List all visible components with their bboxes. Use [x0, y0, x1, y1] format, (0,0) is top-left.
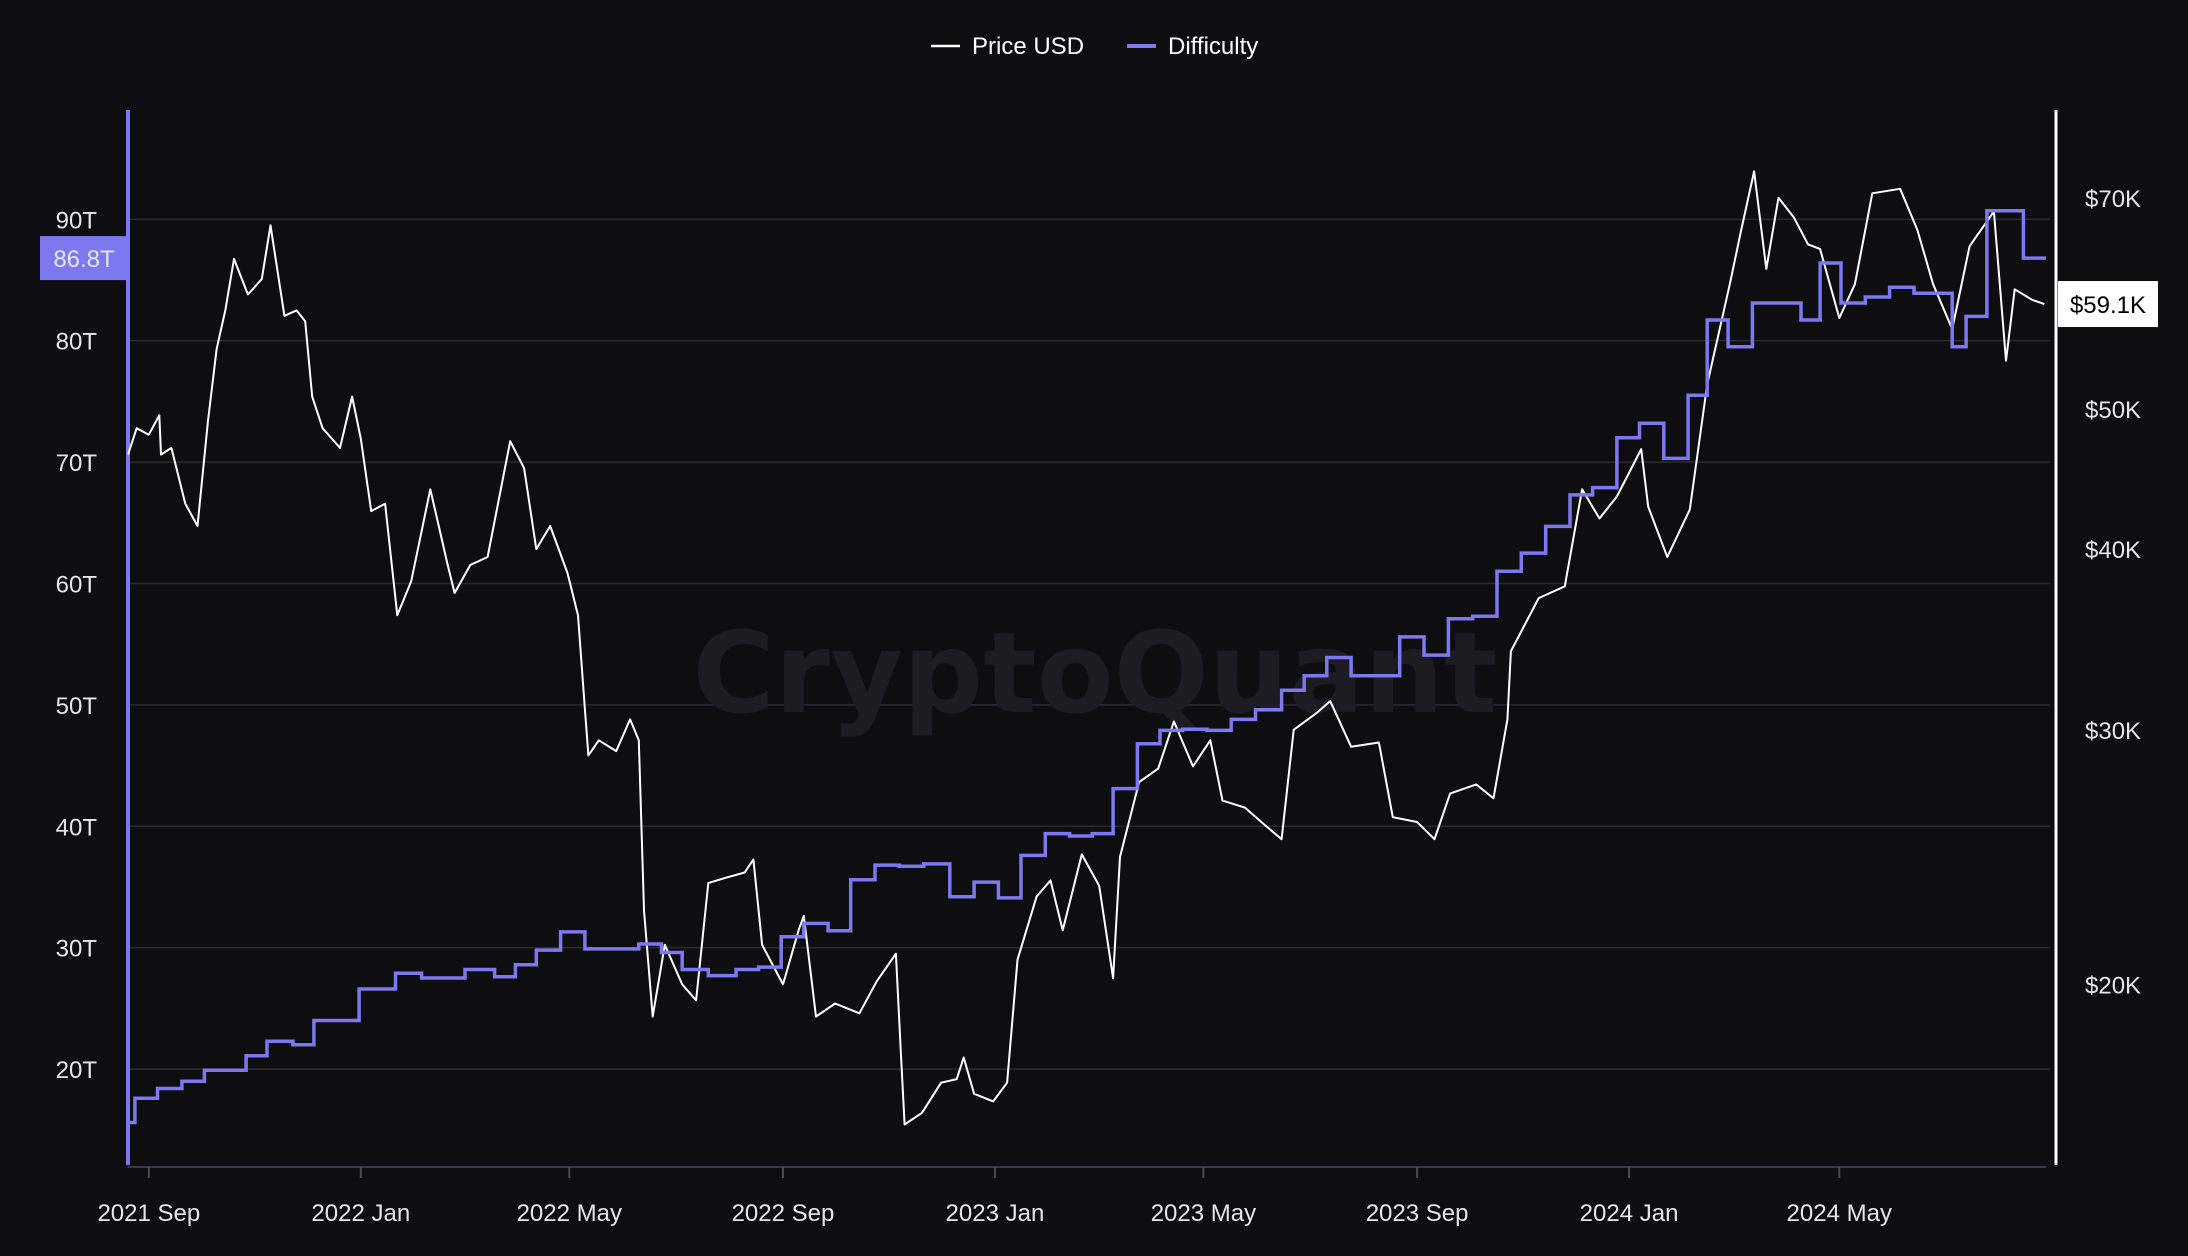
x-tick-label-2023-May: 2023 May: [1151, 1200, 1256, 1227]
series-difficulty-line: [128, 209, 2046, 1125]
gridlines: [128, 218, 2050, 1070]
right-tick-label-40K: $40K: [2085, 537, 2141, 564]
x-tick-label-2022-Sep: 2022 Sep: [732, 1200, 835, 1227]
x-tick-label-2023-Jan: 2023 Jan: [946, 1200, 1045, 1227]
left-tick-label-70T: 70T: [56, 450, 98, 477]
left-tick-label-50T: 50T: [56, 693, 98, 720]
right-axis-ticks: $20K $30K $40K $50K $70K: [2085, 186, 2141, 1000]
price-current-value: $59.1K: [2070, 292, 2146, 319]
x-tick-label-2024-Jan: 2024 Jan: [1580, 1200, 1679, 1227]
right-tick-label-70K: $70K: [2085, 186, 2141, 213]
left-tick-label-40T: 40T: [56, 814, 98, 841]
legend-item-difficulty[interactable]: Difficulty: [1127, 33, 1258, 60]
legend-label-difficulty: Difficulty: [1168, 33, 1258, 60]
x-axis-ticks: 2021 Sep 2022 Jan 2022 May 2022 Sep 2023 Jan…: [97, 1167, 1892, 1227]
legend-label-price: Price USD: [972, 33, 1084, 60]
price-current-badge: $59.1K: [2058, 281, 2158, 328]
right-tick-label-20K: $20K: [2085, 972, 2141, 999]
x-tick-label-2022-Jan: 2022 Jan: [311, 1200, 410, 1227]
difficulty-current-value: 86.8T: [53, 246, 115, 273]
left-tick-label-90T: 90T: [56, 207, 98, 234]
price-current-badge-bg: [2058, 281, 2158, 328]
legend-item-price[interactable]: Price USD: [931, 33, 1084, 60]
x-tick-label-2023-Sep: 2023 Sep: [1366, 1200, 1469, 1227]
left-tick-label-60T: 60T: [56, 571, 98, 598]
left-tick-label-30T: 30T: [56, 936, 98, 963]
left-tick-label-80T: 80T: [56, 329, 98, 356]
right-tick-label-30K: $30K: [2085, 718, 2141, 745]
x-tick-label-2024-May: 2024 May: [1787, 1200, 1892, 1227]
left-tick-label-20T: 20T: [56, 1057, 98, 1084]
x-tick-label-2022-May: 2022 May: [517, 1200, 622, 1227]
difficulty-current-badge: 86.8T: [40, 236, 128, 281]
left-axis-ticks: 20T 30T 40T 50T 60T 70T 80T 90T: [56, 207, 98, 1084]
right-tick-label-50K: $50K: [2085, 397, 2141, 424]
plot-area[interactable]: [127, 170, 2046, 1126]
difficulty-current-badge-bg: [40, 236, 128, 281]
x-tick-label-2021-Sep: 2021 Sep: [97, 1200, 200, 1227]
series-price-usd-line: [127, 170, 2045, 1126]
legend: Price USD Difficulty: [931, 33, 1258, 60]
